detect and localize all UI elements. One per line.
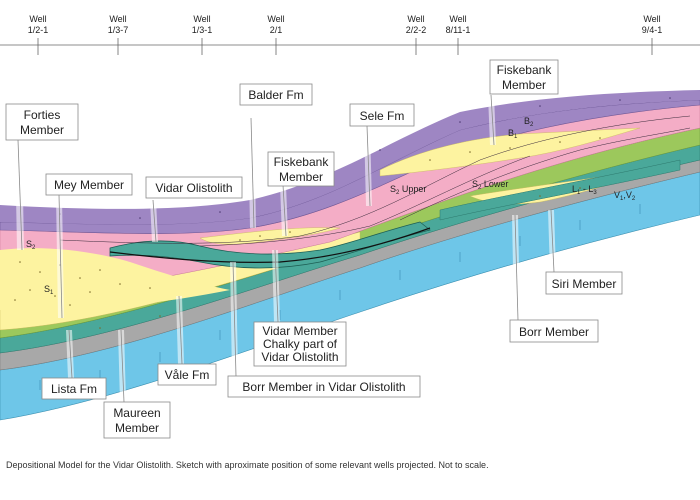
borr-member-callout: Borr Member	[509, 319, 599, 343]
well-label-top: Well	[193, 14, 210, 24]
well-label-id: 2/1	[270, 25, 283, 35]
well-label-id: 1/3-7	[108, 25, 129, 35]
vidar-olistolith-callout: Vidar Olistolith	[145, 176, 243, 199]
svg-text:Member: Member	[279, 170, 323, 184]
chalk-tick-pattern	[39, 204, 641, 390]
callout-leaders	[15, 94, 556, 403]
well-label-id: 8/11-1	[446, 25, 471, 35]
s1-unit-label: S1	[44, 284, 54, 296]
v1-v2-label: V1,V2	[614, 190, 636, 202]
well-1-3-7: Well 1/3-7	[108, 14, 129, 55]
depositional-model-diagram: Well 1/2-1 Well 1/3-7 Well 1/3-1 Well 2/…	[0, 14, 700, 439]
well-1-2-1: Well 1/2-1	[28, 14, 49, 55]
reflector-lines	[59, 115, 691, 263]
figure-caption: Depositional Model for the Vidar Olistol…	[6, 460, 489, 470]
sand-dot-pattern	[14, 137, 601, 329]
fiskebank-sand-mid	[199, 227, 341, 245]
svg-text:Chalky part of: Chalky part of	[263, 337, 338, 351]
l1-l3-label: L1 - L3	[572, 184, 597, 196]
vidar-olistolith-block	[109, 221, 431, 269]
svg-text:Member: Member	[502, 78, 546, 92]
svg-text:Fiskebank: Fiskebank	[274, 155, 330, 169]
borr-in-vidar-callout: Borr Member in Vidar Olistolith	[227, 375, 421, 398]
svg-text:Member: Member	[115, 421, 159, 435]
well-label-id: 9/4-1	[642, 25, 663, 35]
callout-labels: Forties Member Mey Member Vidar Olistoli…	[5, 59, 623, 439]
siri-member-callout: Siri Member	[545, 271, 623, 295]
fiskebank-sand-right	[379, 127, 641, 177]
s2-lower-label: S2 Lower	[472, 179, 508, 191]
well-label-top: Well	[643, 14, 660, 24]
svg-text:Fiskebank: Fiskebank	[497, 63, 553, 77]
svg-text:Maureen: Maureen	[113, 406, 160, 420]
mey-member-callout: Mey Member	[45, 173, 133, 196]
svg-text:Sele Fm: Sele Fm	[360, 109, 405, 123]
well-2-2-2: Well 2/2-2	[406, 14, 427, 55]
forties-member-callout: Forties Member	[5, 103, 79, 141]
well-2-1: Well 2/1	[267, 14, 285, 55]
strata	[0, 90, 700, 421]
well-label-top: Well	[449, 14, 466, 24]
lista-fm-callout: Lista Fm	[41, 377, 107, 400]
well-label-top: Well	[407, 14, 424, 24]
well-markers: Well 1/2-1 Well 1/3-7 Well 1/3-1 Well 2/…	[0, 14, 700, 55]
b2-unit-label: B2	[524, 116, 534, 128]
svg-text:Borr Member in Vidar Olistolit: Borr Member in Vidar Olistolith	[242, 380, 405, 394]
svg-text:Member: Member	[20, 123, 64, 137]
well-label-top: Well	[109, 14, 126, 24]
svg-text:Lista Fm: Lista Fm	[51, 382, 97, 396]
svg-text:Vidar Member: Vidar Member	[262, 324, 337, 338]
svg-text:Balder Fm: Balder Fm	[248, 88, 303, 102]
well-9-4-1: Well 9/4-1	[642, 14, 663, 55]
fiskebank-member-right-callout: Fiskebank Member	[489, 59, 559, 95]
well-label-id: 2/2-2	[406, 25, 427, 35]
balder-fm-callout: Balder Fm	[239, 83, 313, 106]
svg-text:Mey Member: Mey Member	[54, 178, 124, 192]
fiskebank-member-left-callout: Fiskebank Member	[267, 151, 335, 187]
well-label-id: 1/3-1	[192, 25, 213, 35]
svg-text:Borr Member: Borr Member	[519, 325, 589, 339]
balder-purple-top	[0, 90, 700, 225]
inline-unit-labels: S2 S1 B2 B1 S2 Upper S2 Lower L1 - L3 V1…	[26, 116, 636, 296]
svg-text:Vidar Olistolith: Vidar Olistolith	[261, 350, 338, 364]
borr-teal-slab	[439, 159, 681, 221]
well-label-id: 1/2-1	[28, 25, 49, 35]
b1-unit-label: B1	[508, 128, 518, 140]
vidar-member-callout: Vidar Member Chalky part of Vidar Olisto…	[253, 321, 347, 367]
sele-fm-callout: Sele Fm	[349, 103, 415, 127]
maureen-member-callout: Maureen Member	[103, 401, 171, 439]
s2-upper-label: S2 Upper	[390, 184, 426, 196]
well-8-11-1: Well 8/11-1	[446, 14, 471, 55]
svg-text:Vidar Olistolith: Vidar Olistolith	[155, 181, 232, 195]
svg-text:Våle Fm: Våle Fm	[165, 368, 210, 382]
svg-text:Siri Member: Siri Member	[552, 277, 617, 291]
svg-text:Forties: Forties	[24, 108, 61, 122]
vale-fm-callout: Våle Fm	[157, 363, 217, 386]
well-label-top: Well	[267, 14, 284, 24]
well-label-top: Well	[29, 14, 46, 24]
well-1-3-1: Well 1/3-1	[192, 14, 213, 55]
s2-unit-label: S2	[26, 239, 36, 251]
